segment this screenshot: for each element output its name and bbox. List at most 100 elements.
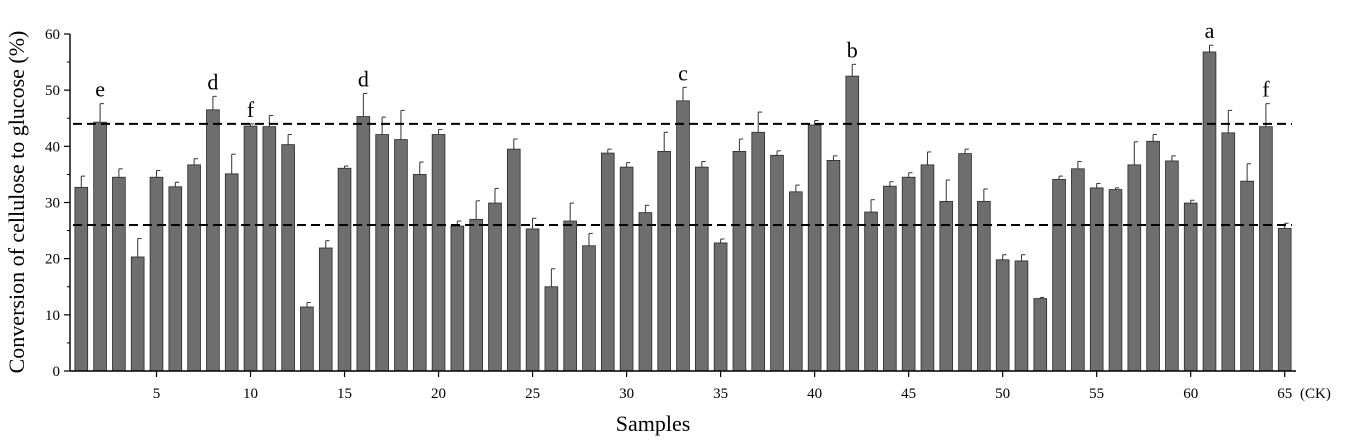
x-tick-label-20: 20 <box>431 386 446 402</box>
bar-sample-32 <box>657 150 671 372</box>
bar-sample-26 <box>544 286 559 372</box>
x-tick-label-40: 40 <box>807 386 822 402</box>
bar-sample-59 <box>1165 160 1179 372</box>
bar-sample-29 <box>600 152 615 372</box>
bar-sample-21 <box>450 225 465 372</box>
bar-sample-7 <box>187 164 201 372</box>
bar-sample-37 <box>751 131 766 372</box>
bar-sample-2 <box>93 121 107 372</box>
bar-sample-60 <box>1183 202 1198 372</box>
significance-label-sample-10: f <box>247 97 255 122</box>
bar-sample-61 <box>1202 51 1217 372</box>
bar-sample-57 <box>1127 164 1142 372</box>
y-tick-label-20: 20 <box>45 252 60 268</box>
bar-sample-6 <box>168 186 183 372</box>
bar-sample-4 <box>130 256 145 372</box>
bar-sample-45 <box>901 176 916 372</box>
bar-sample-54 <box>1071 168 1085 372</box>
bar-sample-22 <box>469 218 483 372</box>
bar-sample-50 <box>995 259 1010 372</box>
bar-sample-20 <box>431 134 446 372</box>
x-tick-label-55: 55 <box>1089 386 1104 402</box>
significance-label-sample-64: f <box>1262 77 1270 102</box>
y-tick-label-30: 30 <box>45 196 60 212</box>
significance-label-sample-61: a <box>1205 18 1215 43</box>
significance-label-sample-8: d <box>207 69 218 94</box>
bar-sample-55 <box>1089 187 1104 372</box>
significance-label-sample-42: b <box>847 37 858 62</box>
bar-sample-30 <box>619 166 634 372</box>
bar-sample-31 <box>638 212 653 372</box>
bar-sample-13 <box>300 306 314 372</box>
x-tick-label-65: 65 <box>1277 386 1292 402</box>
bar-sample-18 <box>394 139 408 372</box>
y-tick-label-10: 10 <box>45 308 60 324</box>
bar-sample-49 <box>977 200 991 372</box>
y-tick-label-60: 60 <box>45 27 60 43</box>
bar-sample-16 <box>356 116 371 372</box>
y-tick-label-0: 0 <box>53 364 61 380</box>
bar-sample-48 <box>958 153 972 372</box>
bar-sample-62 <box>1221 132 1236 372</box>
bar-sample-44 <box>883 185 897 372</box>
bar-sample-27 <box>563 220 577 372</box>
bar-sample-53 <box>1052 179 1066 372</box>
x-tick-label-5: 5 <box>153 386 161 402</box>
bar-sample-39 <box>789 191 803 372</box>
bar-sample-5 <box>149 176 164 372</box>
reference-lines-layer <box>73 122 1292 226</box>
bar-sample-38 <box>770 154 784 372</box>
bar-sample-3 <box>112 176 126 372</box>
bar-sample-1 <box>74 186 89 372</box>
bar-sample-24 <box>506 148 521 372</box>
bar-sample-25 <box>525 228 540 372</box>
bar-sample-47 <box>939 200 954 372</box>
y-tick-label-50: 50 <box>45 83 60 99</box>
bar-sample-8 <box>206 109 220 372</box>
error-bars-layer <box>80 44 1289 307</box>
bar-sample-33 <box>676 100 690 372</box>
bar-sample-58 <box>1146 140 1160 372</box>
x-tick-label-25: 25 <box>525 386 540 402</box>
bar-sample-52 <box>1033 298 1048 372</box>
x-axis-suffix: (CK) <box>1300 386 1331 402</box>
bar-sample-51 <box>1014 260 1029 372</box>
significance-label-sample-2: e <box>95 77 105 102</box>
bar-sample-36 <box>732 150 747 372</box>
bar-sample-17 <box>375 134 389 372</box>
x-tick-label-15: 15 <box>337 386 352 402</box>
bar-sample-35 <box>713 242 728 372</box>
ticks-layer: 0 10 20 30 40 50 60 5 10 15 20 25 30 35 40 45 50 55 60 65 <box>45 27 1292 402</box>
x-tick-label-10: 10 <box>243 386 258 402</box>
bar-sample-42 <box>845 75 860 372</box>
bar-sample-41 <box>826 159 841 372</box>
bar-sample-23 <box>488 202 502 372</box>
x-tick-label-50: 50 <box>995 386 1010 402</box>
bar-sample-40 <box>807 124 822 372</box>
y-tick-label-40: 40 <box>45 139 60 155</box>
bar-sample-9 <box>224 173 239 372</box>
bar-sample-43 <box>864 211 878 372</box>
x-tick-label-60: 60 <box>1183 386 1198 402</box>
bar-sample-11 <box>262 126 277 372</box>
x-tick-label-45: 45 <box>901 386 916 402</box>
bar-sample-28 <box>582 245 596 372</box>
x-tick-label-35: 35 <box>713 386 728 402</box>
bar-sample-10 <box>243 125 258 372</box>
bar-sample-56 <box>1108 189 1123 372</box>
bar-sample-12 <box>281 144 295 372</box>
x-axis-label: Samples <box>616 411 691 436</box>
y-axis-label: Conversion of cellulose to glucose (%) <box>4 31 29 374</box>
annotations-layer: e d f d c b a f <box>95 18 1270 122</box>
significance-label-sample-33: c <box>678 60 688 85</box>
bar-sample-19 <box>412 174 427 372</box>
bar-sample-46 <box>920 164 935 372</box>
significance-label-sample-16: d <box>358 67 369 92</box>
bar-sample-65 <box>1277 227 1292 372</box>
x-tick-label-30: 30 <box>619 386 634 402</box>
bar-sample-15 <box>337 167 352 372</box>
bar-sample-34 <box>695 166 709 372</box>
bar-sample-64 <box>1259 126 1273 372</box>
bar-sample-14 <box>318 247 333 372</box>
